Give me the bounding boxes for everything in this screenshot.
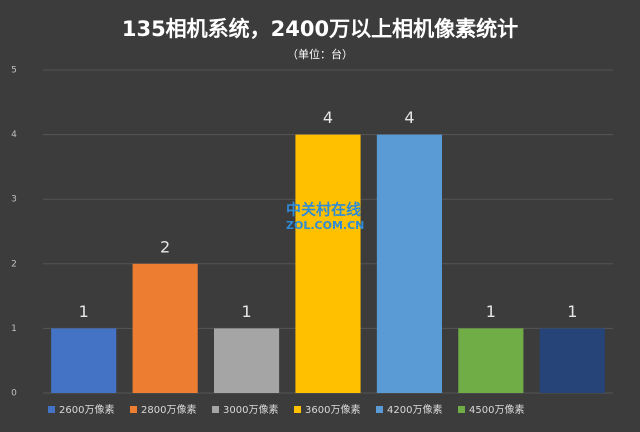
- y-tick-label: 0: [11, 389, 17, 399]
- bar: [539, 328, 605, 393]
- value-label: 2: [160, 237, 170, 256]
- value-label: 1: [241, 302, 251, 321]
- value-label: 4: [323, 108, 333, 127]
- legend-swatch: [48, 406, 55, 413]
- bar: [132, 263, 198, 393]
- y-tick-label: 2: [11, 259, 17, 269]
- legend-label: 4200万像素: [387, 403, 442, 416]
- bar: [376, 134, 442, 393]
- legend-swatch: [212, 406, 219, 413]
- legend-label: 2600万像素: [59, 403, 114, 416]
- value-label: 1: [486, 302, 496, 321]
- watermark: 中关村在线: [286, 201, 361, 219]
- watermark: ZOL.COM.CN: [286, 219, 364, 232]
- y-tick-label: 1: [11, 324, 17, 334]
- chart-title: 135相机系统，2400万以上相机像素统计: [122, 17, 518, 41]
- value-label: 1: [567, 302, 577, 321]
- bar: [295, 134, 361, 393]
- legend-label: 3600万像素: [305, 403, 360, 416]
- legend-swatch: [376, 406, 383, 413]
- bar: [214, 328, 280, 393]
- legend-label: 3000万像素: [223, 403, 278, 416]
- chart-subtitle: （单位：台）: [287, 47, 353, 61]
- value-label: 1: [79, 302, 89, 321]
- legend-label: 2800万像素: [141, 403, 196, 416]
- y-tick-label: 3: [11, 195, 17, 205]
- value-label: 4: [404, 108, 414, 127]
- y-tick-label: 4: [11, 130, 17, 140]
- legend-swatch: [458, 406, 465, 413]
- bar: [51, 328, 117, 393]
- legend-swatch: [130, 406, 137, 413]
- legend-swatch: [294, 406, 301, 413]
- legend-label: 4500万像素: [469, 403, 524, 416]
- bar: [458, 328, 524, 393]
- y-tick-label: 5: [11, 66, 17, 76]
